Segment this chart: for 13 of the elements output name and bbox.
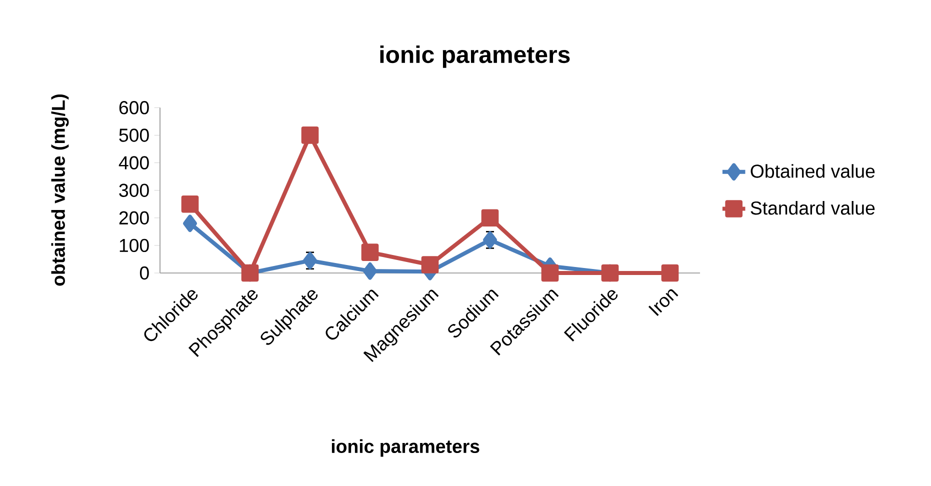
y-tick-label: 500 <box>119 128 149 142</box>
y-axis-title: obtained value (mg/L) <box>51 94 69 286</box>
y-tick-label: 600 <box>119 101 149 114</box>
chart-title: ionic parameters <box>380 45 570 68</box>
y-tick-label: 400 <box>118 156 149 170</box>
y-tick-label: 100 <box>120 238 149 252</box>
legend-label: Obtained value <box>750 164 875 178</box>
x-axis-title: ionic parameters <box>332 439 480 457</box>
x-tick-label: Iron <box>648 289 678 316</box>
legend-label: Standard value <box>750 200 875 215</box>
y-tick-label: 0 <box>140 266 149 280</box>
y-tick-label: 200 <box>119 211 149 224</box>
y-tick-label: 300 <box>119 184 149 197</box>
